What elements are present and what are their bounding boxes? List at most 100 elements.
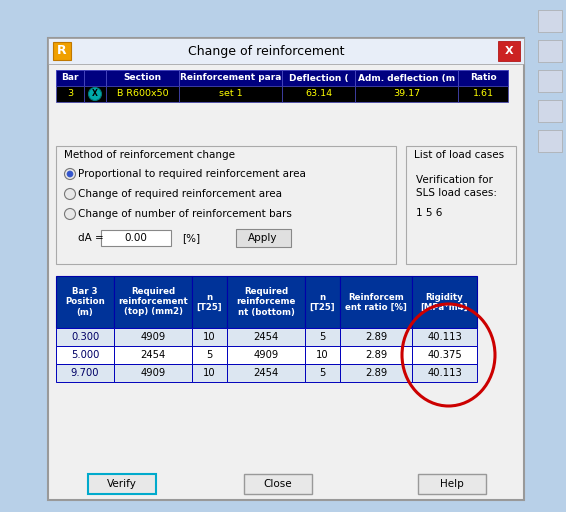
Text: [MPa*m4]: [MPa*m4] xyxy=(421,303,468,311)
Bar xyxy=(340,364,412,382)
Text: Method of reinforcement change: Method of reinforcement change xyxy=(64,150,235,160)
Text: Change of reinforcement: Change of reinforcement xyxy=(188,45,344,57)
Bar xyxy=(56,364,114,382)
Text: X: X xyxy=(92,90,98,98)
Circle shape xyxy=(65,168,75,180)
Text: 5: 5 xyxy=(319,368,325,378)
Text: 3: 3 xyxy=(67,90,73,98)
Bar xyxy=(56,276,114,328)
Text: Change of number of reinforcement bars: Change of number of reinforcement bars xyxy=(78,209,292,219)
Bar xyxy=(56,328,114,346)
Text: (m): (m) xyxy=(76,308,93,316)
Bar xyxy=(412,364,477,382)
Bar xyxy=(114,346,192,364)
Text: reinforcement: reinforcement xyxy=(118,297,188,307)
Bar xyxy=(192,346,227,364)
Text: R: R xyxy=(57,45,67,57)
Text: [T25]: [T25] xyxy=(310,303,335,311)
Bar xyxy=(355,86,458,102)
Bar xyxy=(282,86,355,102)
Bar xyxy=(412,346,477,364)
Bar xyxy=(458,70,508,86)
Text: 39.17: 39.17 xyxy=(393,90,420,98)
Text: Help: Help xyxy=(440,479,464,489)
Bar xyxy=(340,346,412,364)
Bar xyxy=(227,276,305,328)
Bar xyxy=(84,86,106,102)
Text: 5.000: 5.000 xyxy=(71,350,99,360)
Text: Required: Required xyxy=(131,288,175,296)
Bar xyxy=(106,70,179,86)
Bar xyxy=(227,328,305,346)
Text: Section: Section xyxy=(123,74,161,82)
Bar xyxy=(536,0,566,512)
Text: 2454: 2454 xyxy=(140,350,166,360)
Text: n: n xyxy=(207,292,213,302)
Text: reinforceme: reinforceme xyxy=(237,297,295,307)
Bar xyxy=(305,276,340,328)
Text: 2.89: 2.89 xyxy=(365,332,387,342)
Text: X: X xyxy=(505,46,513,56)
Text: (top) (mm2): (top) (mm2) xyxy=(123,308,182,316)
Text: 40.113: 40.113 xyxy=(427,332,462,342)
Text: 0.300: 0.300 xyxy=(71,332,99,342)
Bar xyxy=(56,86,84,102)
Bar xyxy=(340,328,412,346)
Text: 2.89: 2.89 xyxy=(365,350,387,360)
Text: Change of required reinforcement area: Change of required reinforcement area xyxy=(78,189,282,199)
Bar xyxy=(236,229,291,247)
Bar xyxy=(244,474,312,494)
Text: Apply: Apply xyxy=(248,233,278,243)
Bar xyxy=(114,276,192,328)
Bar xyxy=(458,86,508,102)
Bar xyxy=(340,276,412,328)
Bar xyxy=(538,70,562,92)
Bar xyxy=(227,364,305,382)
Text: 40.113: 40.113 xyxy=(427,368,462,378)
Text: 10: 10 xyxy=(203,368,216,378)
Text: Bar 3: Bar 3 xyxy=(72,288,98,296)
Text: B R600x50: B R600x50 xyxy=(117,90,168,98)
Bar xyxy=(56,70,84,86)
Bar xyxy=(192,364,227,382)
Text: Rigidity: Rigidity xyxy=(426,292,464,302)
Bar xyxy=(56,346,114,364)
Text: set 1: set 1 xyxy=(218,90,242,98)
Bar xyxy=(227,346,305,364)
Bar xyxy=(88,474,156,494)
Bar xyxy=(498,41,520,61)
Text: n: n xyxy=(319,292,325,302)
Circle shape xyxy=(88,88,101,100)
Bar xyxy=(406,146,516,264)
Text: 2454: 2454 xyxy=(254,368,278,378)
Text: Required: Required xyxy=(244,288,288,296)
Bar xyxy=(84,70,106,86)
Bar xyxy=(418,474,486,494)
Text: Verification for: Verification for xyxy=(416,175,493,185)
Text: [%]: [%] xyxy=(182,233,200,243)
Text: 4909: 4909 xyxy=(254,350,278,360)
Bar xyxy=(305,364,340,382)
Bar xyxy=(106,86,179,102)
Text: 2454: 2454 xyxy=(254,332,278,342)
Text: List of load cases: List of load cases xyxy=(414,150,504,160)
Text: [T25]: [T25] xyxy=(197,303,222,311)
Text: Ratio: Ratio xyxy=(470,74,496,82)
Text: 4909: 4909 xyxy=(140,368,166,378)
Circle shape xyxy=(65,188,75,200)
Text: 9.700: 9.700 xyxy=(71,368,99,378)
Text: 0.00: 0.00 xyxy=(125,233,147,243)
Text: Adm. deflection (m: Adm. deflection (m xyxy=(358,74,455,82)
Text: 1 5 6: 1 5 6 xyxy=(416,208,443,218)
Bar xyxy=(179,70,282,86)
Bar xyxy=(114,364,192,382)
Bar xyxy=(538,40,562,62)
Text: Close: Close xyxy=(264,479,292,489)
Circle shape xyxy=(65,208,75,220)
Text: 1.61: 1.61 xyxy=(473,90,494,98)
Text: Deflection (: Deflection ( xyxy=(289,74,348,82)
Bar xyxy=(305,346,340,364)
Bar xyxy=(305,328,340,346)
Bar xyxy=(48,38,524,64)
Text: 10: 10 xyxy=(316,350,329,360)
